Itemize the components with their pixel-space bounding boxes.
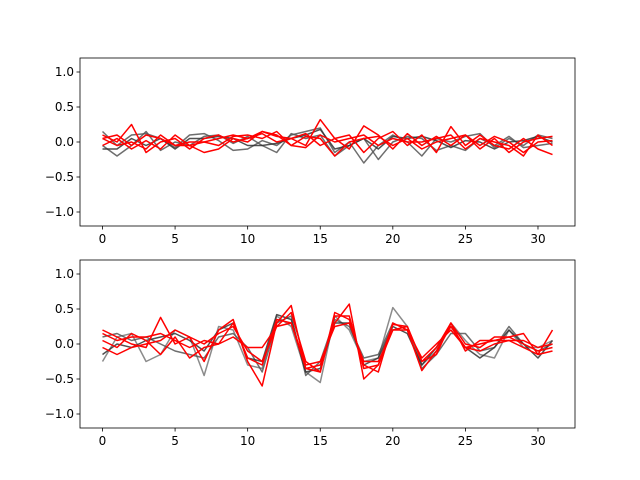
x-tick-label: 10 [240, 434, 255, 448]
y-tick-label: 0.0 [55, 337, 74, 351]
x-tick-label: 15 [313, 434, 328, 448]
y-tick-label: 0.5 [55, 100, 74, 114]
series-group [101, 303, 554, 387]
x-tick-label: 0 [99, 434, 107, 448]
series-group [101, 118, 553, 164]
y-tick-label: −0.5 [45, 170, 74, 184]
x-tick-label: 25 [458, 434, 473, 448]
y-tick-label: 0.0 [55, 135, 74, 149]
series-line-4 [102, 125, 553, 154]
series-line-6 [102, 130, 553, 157]
x-tick-label: 25 [458, 232, 473, 246]
x-tick-label: 20 [385, 434, 400, 448]
y-tick-label: −1.0 [45, 407, 74, 421]
x-tick-label: 30 [530, 434, 545, 448]
x-tick-label: 15 [313, 232, 328, 246]
series-line-6 [102, 322, 553, 366]
x-tick-label: 10 [240, 232, 255, 246]
x-tick-label: 30 [530, 232, 545, 246]
x-tick-label: 5 [171, 434, 179, 448]
bottom-plot: 0 5 10 15 20 25 30 −1.0 −0.5 0.0 0.5 1.0 [45, 259, 576, 448]
y-tick-label: −0.5 [45, 372, 74, 386]
x-tick-label: 20 [385, 232, 400, 246]
y-tick-label: 1.0 [55, 65, 74, 79]
y-tick-label: 1.0 [55, 267, 74, 281]
x-tick-label: 5 [171, 232, 179, 246]
x-tick-label: 0 [99, 232, 107, 246]
series-line-3 [102, 118, 553, 156]
y-tick-label: 0.5 [55, 302, 74, 316]
y-tick-label: −1.0 [45, 205, 74, 219]
top-plot: 0 5 10 15 20 25 30 −1.0 −0.5 0.0 0.5 1.0 [45, 57, 576, 246]
